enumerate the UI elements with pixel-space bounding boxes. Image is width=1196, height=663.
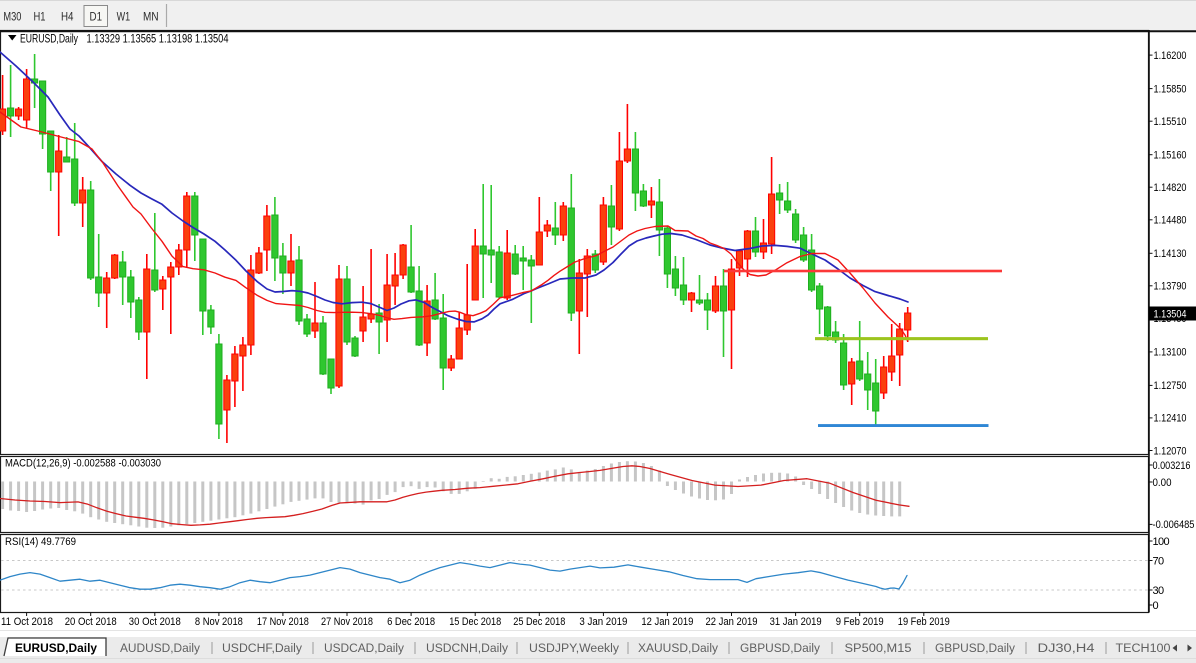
svg-text:1.14480: 1.14480 [1154, 215, 1187, 227]
svg-text:1.14820: 1.14820 [1154, 182, 1187, 194]
svg-text:SP500,M15: SP500,M15 [845, 641, 912, 655]
svg-text:12 Jan 2019: 12 Jan 2019 [641, 616, 693, 628]
svg-text:6 Dec 2018: 6 Dec 2018 [387, 616, 435, 628]
svg-text:30 Oct 2018: 30 Oct 2018 [129, 616, 181, 628]
svg-text:H4: H4 [61, 10, 74, 24]
svg-text:19 Feb 2019: 19 Feb 2019 [898, 616, 950, 628]
svg-text:1.12070: 1.12070 [1154, 445, 1187, 457]
svg-text:1.13100: 1.13100 [1154, 347, 1187, 359]
svg-text:0.00: 0.00 [1153, 477, 1172, 489]
svg-text:25 Dec 2018: 25 Dec 2018 [513, 616, 565, 628]
svg-text:GBPUSD,Daily: GBPUSD,Daily [740, 641, 821, 655]
svg-text:DJ30,H4: DJ30,H4 [1038, 641, 1095, 655]
svg-text:9 Feb 2019: 9 Feb 2019 [836, 616, 884, 628]
svg-text:XAUUSD,Daily: XAUUSD,Daily [638, 641, 719, 655]
svg-text:11 Oct 2018: 11 Oct 2018 [1, 616, 53, 628]
svg-text:H1: H1 [34, 10, 46, 24]
svg-text:USDJPY,Weekly: USDJPY,Weekly [529, 641, 620, 655]
svg-text:RSI(14) 49.7769: RSI(14) 49.7769 [5, 536, 76, 548]
svg-text:15 Dec 2018: 15 Dec 2018 [449, 616, 501, 628]
svg-text:EURUSD,Daily: EURUSD,Daily [15, 641, 97, 655]
svg-text:1.15850: 1.15850 [1154, 83, 1187, 95]
svg-text:1.12410: 1.12410 [1154, 413, 1187, 425]
svg-text:22 Jan 2019: 22 Jan 2019 [706, 616, 758, 628]
svg-text:GBPUSD,Daily: GBPUSD,Daily [935, 641, 1016, 655]
svg-text:30: 30 [1153, 585, 1165, 597]
svg-text:70: 70 [1153, 555, 1165, 567]
svg-text:D1: D1 [90, 10, 103, 24]
svg-text:0.003216: 0.003216 [1153, 460, 1191, 472]
svg-text:20 Oct 2018: 20 Oct 2018 [65, 616, 117, 628]
svg-text:0: 0 [1153, 600, 1159, 612]
svg-text:1.13790: 1.13790 [1154, 281, 1187, 293]
svg-text:17 Nov 2018: 17 Nov 2018 [257, 616, 309, 628]
svg-text:1.15510: 1.15510 [1154, 116, 1187, 128]
svg-text:31 Jan 2019: 31 Jan 2019 [770, 616, 822, 628]
svg-text:1.13329 1.13565 1.13198 1.1350: 1.13329 1.13565 1.13198 1.13504 [87, 32, 229, 46]
svg-text:1.12750: 1.12750 [1154, 380, 1187, 392]
svg-text:1.14130: 1.14130 [1154, 248, 1187, 260]
svg-text:EURUSD,Daily: EURUSD,Daily [20, 32, 79, 46]
svg-text:27 Nov 2018: 27 Nov 2018 [321, 616, 373, 628]
svg-text:3 Jan 2019: 3 Jan 2019 [579, 616, 627, 628]
svg-text:M30: M30 [3, 10, 21, 24]
svg-text:1.13504: 1.13504 [1154, 309, 1187, 321]
svg-text:MN: MN [143, 10, 159, 24]
svg-text:W1: W1 [117, 10, 131, 24]
svg-text:100: 100 [1153, 536, 1170, 548]
svg-text:USDCAD,Daily: USDCAD,Daily [324, 641, 405, 655]
svg-text:MACD(12,26,9) -0.002588 -0.003: MACD(12,26,9) -0.002588 -0.003030 [5, 458, 161, 470]
svg-text:1.15160: 1.15160 [1154, 150, 1187, 162]
svg-text:USDCHF,Daily: USDCHF,Daily [222, 641, 303, 655]
svg-text:-0.006485: -0.006485 [1153, 519, 1195, 531]
svg-text:1.16200: 1.16200 [1154, 50, 1187, 62]
svg-text:USDCNH,Daily: USDCNH,Daily [426, 641, 509, 655]
svg-text:TECH100: TECH100 [1116, 641, 1171, 655]
svg-text:8 Nov 2018: 8 Nov 2018 [195, 616, 243, 628]
svg-text:AUDUSD,Daily: AUDUSD,Daily [120, 641, 201, 655]
